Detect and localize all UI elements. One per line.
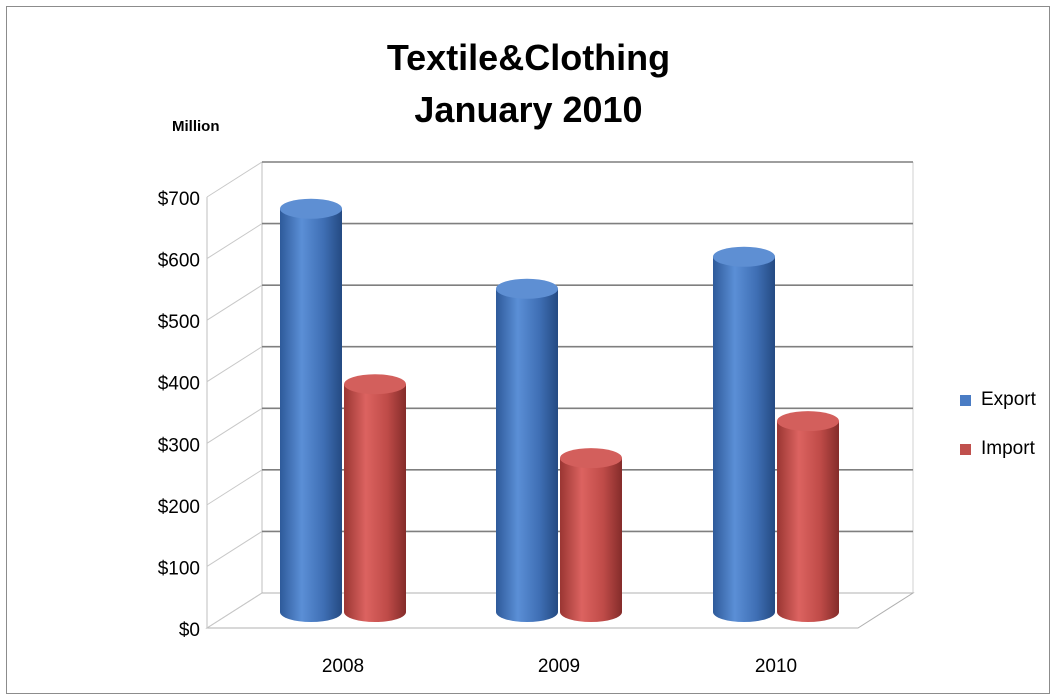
legend-swatch-import [960, 443, 971, 455]
y-tick-label: $500 [158, 312, 200, 333]
x-category-label: 2009 [538, 656, 580, 677]
y-tick-label: $400 [158, 374, 200, 395]
y-tick-label: $0 [179, 620, 200, 641]
gridline-side [206, 161, 263, 198]
y-tick-label: $600 [158, 251, 200, 272]
bar-top-export-2008 [280, 198, 342, 219]
chart-title-line-1: Textile&Clothing [386, 37, 671, 78]
y-tick-label: $100 [158, 558, 200, 579]
bar-top-export-2009 [496, 278, 558, 299]
bar-export-2010 [713, 256, 775, 622]
legend-item-import: Import [960, 437, 1036, 461]
gridline-side [206, 284, 263, 321]
y-tick-label: $700 [158, 189, 200, 210]
y-tick-label: $200 [158, 497, 200, 518]
y-axis-unit-label: Million [172, 118, 220, 135]
bar-top-import-2009 [560, 448, 622, 469]
gridline-side [206, 469, 263, 506]
x-category-label: 2008 [322, 656, 364, 677]
bar-top-import-2010 [777, 411, 839, 432]
legend-item-export: Export [960, 388, 1036, 412]
legend: Export Import [960, 388, 1036, 486]
legend-swatch-export [960, 394, 971, 406]
y-tick-label: $300 [158, 435, 200, 456]
bar-export-2008 [280, 208, 342, 623]
gridline-side [206, 531, 263, 567]
bar-import-2009 [560, 458, 622, 622]
gridline-side [206, 346, 263, 383]
chart-title-line-2: January 2010 [414, 89, 643, 130]
x-category-label: 2010 [755, 656, 797, 677]
bar-import-2010 [777, 421, 839, 622]
legend-label-import: Import [981, 438, 1035, 459]
gridline-side [206, 223, 263, 260]
bar-top-export-2010 [713, 246, 775, 267]
bar-import-2008 [344, 384, 406, 622]
gridline-side [206, 407, 263, 444]
gridline-side [206, 592, 263, 629]
legend-label-export: Export [981, 389, 1036, 410]
bar-top-import-2008 [344, 374, 406, 395]
bar-export-2009 [496, 288, 558, 622]
